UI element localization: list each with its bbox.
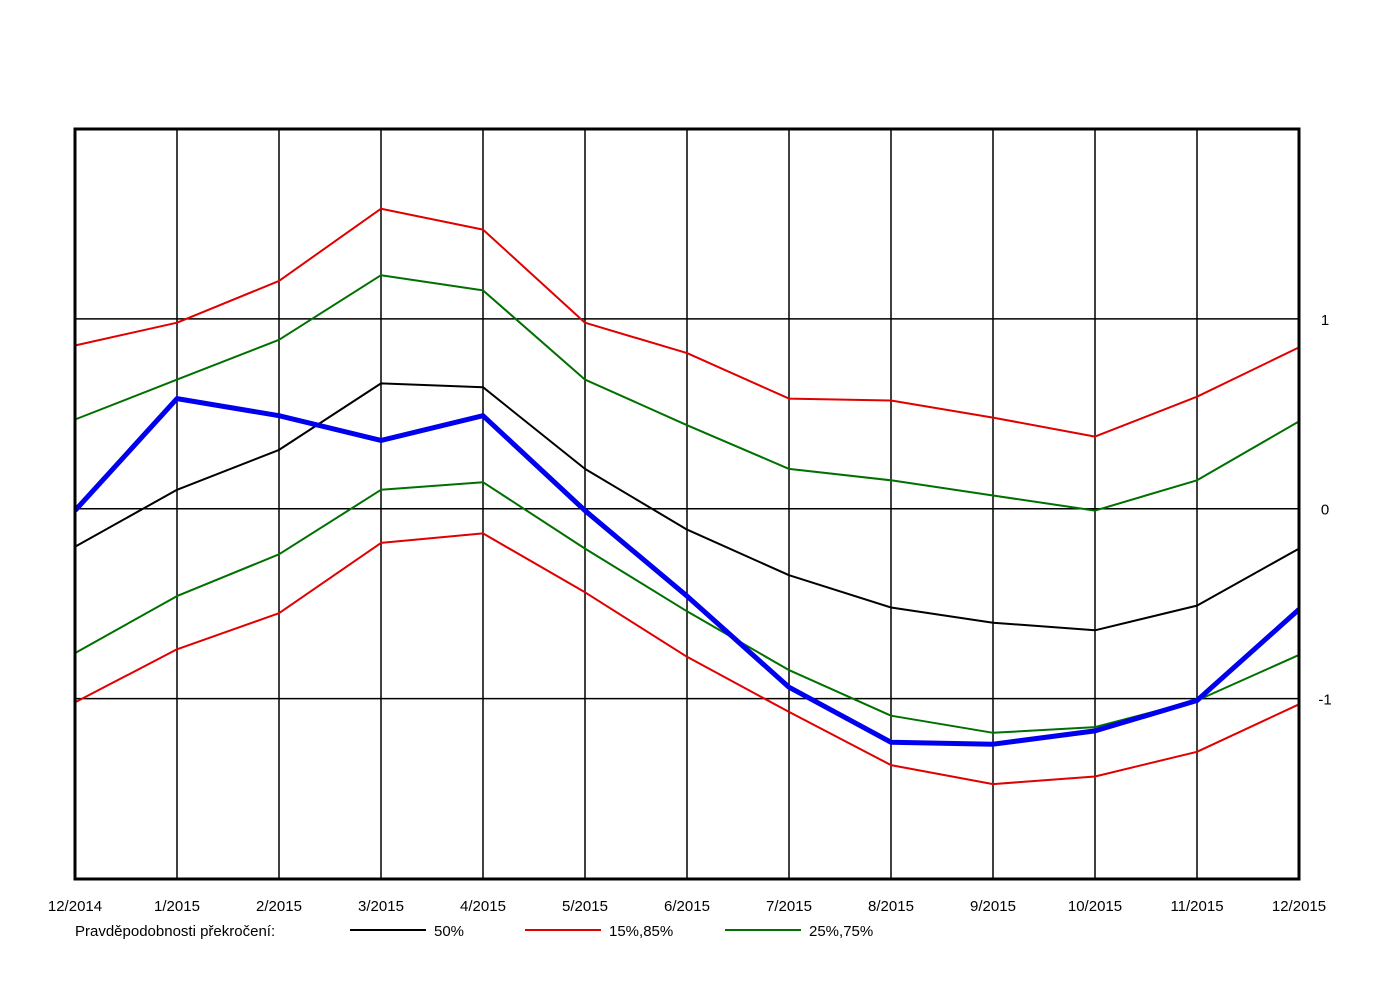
legend-items: 50% 15%,85% 25%,75% — [350, 923, 873, 940]
y-tick-label: 0 — [1321, 502, 1329, 519]
legend-label: 50% — [434, 923, 464, 940]
x-tick-label: 11/2015 — [1170, 898, 1223, 915]
series-upper_15 — [74, 207, 1300, 438]
plot-frame — [73, 127, 1301, 881]
x-tick-label: 12/2015 — [1272, 898, 1326, 915]
x-tick-label: 1/2015 — [154, 898, 200, 915]
legend-label: 15%,85% — [609, 923, 673, 940]
x-tick-label: 9/2015 — [970, 898, 1016, 915]
legend-title: Pravděpodobnosti překročení: — [75, 923, 275, 940]
series-lower_15 — [74, 532, 1300, 786]
x-tick-label: 5/2015 — [562, 898, 608, 915]
legend: Pravděpodobnosti překročení: 50% 15%,85% 2… — [75, 923, 873, 940]
legend-label: 25%,75% — [809, 923, 873, 940]
x-tick-label: 7/2015 — [766, 898, 812, 915]
x-tick-labels: 12/2014 1/2015 2/2015 3/2015 4/2015 5/2015 6/2… — [48, 898, 1326, 915]
horizontal-gridlines — [75, 318, 1299, 700]
series-layer — [73, 207, 1301, 786]
y-tick-labels: 1 0 -1 — [1318, 312, 1331, 709]
x-tick-label: 10/2015 — [1068, 898, 1122, 915]
series-lower_25 — [74, 481, 1300, 734]
x-tick-label: 6/2015 — [664, 898, 710, 915]
series-upper_25 — [74, 274, 1300, 512]
series-actual — [73, 396, 1301, 747]
x-tick-label: 2/2015 — [256, 898, 302, 915]
x-tick-label: 4/2015 — [460, 898, 506, 915]
x-tick-label: 12/2014 — [48, 898, 102, 915]
vertical-gridlines — [176, 129, 1198, 879]
y-tick-label: 1 — [1321, 312, 1329, 329]
x-tick-label: 3/2015 — [358, 898, 404, 915]
series-median — [74, 382, 1300, 632]
y-tick-label: -1 — [1318, 692, 1331, 709]
x-tick-label: 8/2015 — [868, 898, 914, 915]
